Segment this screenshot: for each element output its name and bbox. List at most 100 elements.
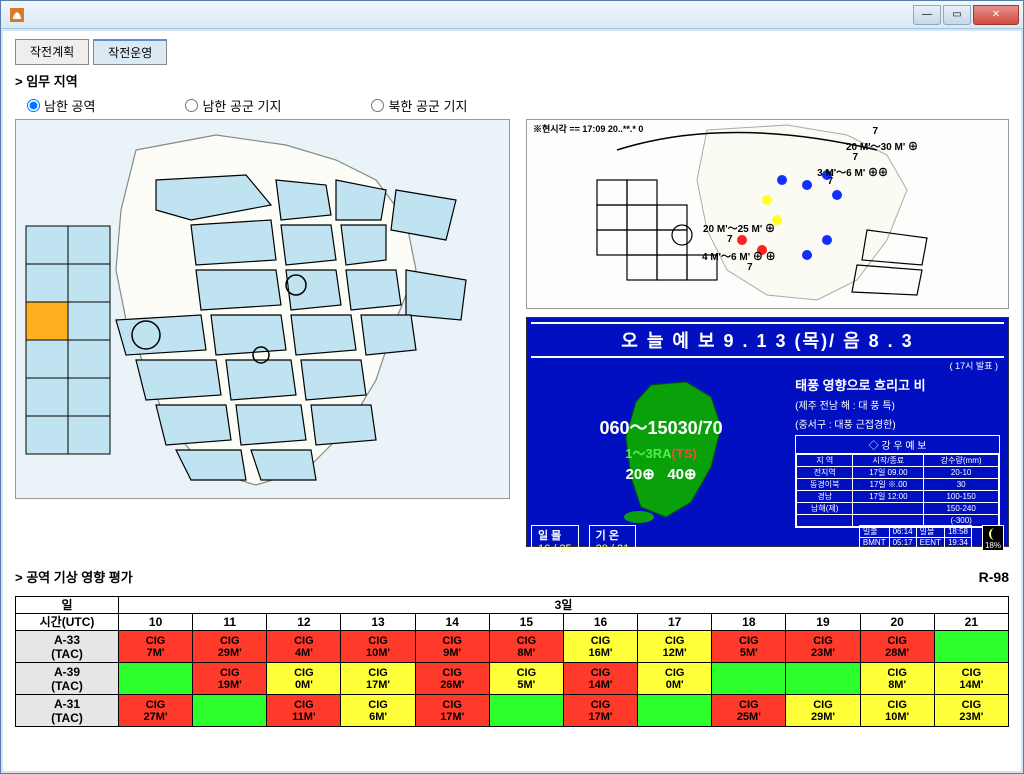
hour-10: 10 (119, 614, 193, 631)
assessment-cell[interactable]: CIG8M' (489, 631, 563, 663)
hour-21: 21 (934, 614, 1008, 631)
day-header: 일 (16, 597, 119, 614)
weather-overlay-map[interactable]: ※현시각 == 17:09 20..**.* 0 (526, 119, 1009, 309)
sunset-box: 일 몰16 / 25 (531, 525, 579, 560)
assessment-cell[interactable]: CIG28M' (860, 631, 934, 663)
radio-sk-airspace[interactable]: 남한 공역 (27, 96, 95, 115)
radio-nk-afb[interactable]: 북한 공군 기지 (371, 96, 467, 115)
main-tabs: 작전계획 작전운영 (15, 39, 1009, 65)
assessment-cell[interactable]: CIG14M' (934, 663, 1008, 695)
assessment-cell[interactable]: CIG25M' (712, 695, 786, 727)
assessment-cell[interactable] (786, 663, 860, 695)
forecast-footer: 일 몰16 / 25 기 온20 / 21 일출06:14일몰18:58 BMN… (531, 523, 1004, 562)
radio-sk-afb-label: 남한 공군 기지 (202, 96, 281, 115)
forecast-info: 태풍 영향으로 흐리고 비 (제주 전남 해 : 대 풍 특) (중서구 : 대… (791, 373, 1004, 523)
assessment-cell[interactable]: CIG0M' (638, 663, 712, 695)
assessment-code: R-98 (979, 569, 1009, 585)
assessment-cell[interactable]: CIG17M' (415, 695, 489, 727)
temp-box: 기 온20 / 21 (589, 525, 637, 560)
tab-ops[interactable]: 작전운영 (93, 39, 167, 65)
date-header: 3일 (119, 597, 1009, 614)
assessment-cell[interactable]: CIG23M' (934, 695, 1008, 727)
anno-7: 7 (727, 234, 733, 245)
forecast-info-sub2: (중서구 : 대풍 근접경한) (795, 416, 1000, 431)
row-label: A-33(TAC) (16, 631, 119, 663)
assessment-cell[interactable]: CIG29M' (193, 631, 267, 663)
radio-sk-airspace-label: 남한 공역 (44, 96, 95, 115)
assessment-cell[interactable] (193, 695, 267, 727)
radio-nk-afb-label: 북한 공군 기지 (388, 96, 467, 115)
app-window: — ▭ ✕ 작전계획 작전운영 > 임무 지역 남한 공역 남한 공군 기지 북… (0, 0, 1024, 774)
forecast-subnote: ( 17시 발표 ) (531, 358, 1004, 373)
assessment-cell[interactable]: CIG17M' (341, 663, 415, 695)
tab-plan[interactable]: 작전계획 (15, 39, 89, 65)
forecast-info-header: 태풍 영향으로 흐리고 비 (795, 375, 1000, 394)
anno-3: 7 (852, 152, 858, 163)
airspace-map[interactable] (15, 119, 510, 499)
airspace-radio-group: 남한 공역 남한 공군 기지 북한 공군 기지 (15, 96, 1009, 115)
forecast-ra: 1～3RA (625, 446, 671, 461)
assessment-cell[interactable]: CIG14M' (563, 663, 637, 695)
assessment-cell[interactable] (638, 695, 712, 727)
hour-19: 19 (786, 614, 860, 631)
assessment-cell[interactable]: CIG29M' (786, 695, 860, 727)
assessment-cell[interactable]: CIG16M' (563, 631, 637, 663)
row-label: A-31(TAC) (16, 695, 119, 727)
hour-20: 20 (860, 614, 934, 631)
mission-area-title: > 임무 지역 (15, 71, 1009, 90)
hour-12: 12 (267, 614, 341, 631)
hour-15: 15 (489, 614, 563, 631)
forecast-ts: (TS) (672, 446, 697, 461)
anno-2: 20 M'～30 M' ⊕ (846, 138, 918, 153)
anno-9: 7 (747, 262, 753, 273)
assessment-cell[interactable]: CIG8M' (860, 663, 934, 695)
window-controls: — ▭ ✕ (911, 5, 1019, 25)
hour-18: 18 (712, 614, 786, 631)
assessment-cell[interactable]: CIG4M' (267, 631, 341, 663)
hour-11: 11 (193, 614, 267, 631)
hour-17: 17 (638, 614, 712, 631)
assessment-cell[interactable] (712, 663, 786, 695)
anno-5: 7 (827, 176, 833, 187)
assessment-cell[interactable]: CIG23M' (786, 631, 860, 663)
forecast-title: 오 늘 예 보 9 . 1 3 (목)/ 음 8 . 3 (531, 322, 1004, 358)
assessment-cell[interactable]: CIG12M' (638, 631, 712, 663)
hour-16: 16 (563, 614, 637, 631)
assessment-cell[interactable]: CIG0M' (267, 663, 341, 695)
close-button[interactable]: ✕ (973, 5, 1019, 25)
assessment-cell[interactable]: CIG27M' (119, 695, 193, 727)
row-label: A-39(TAC) (16, 663, 119, 695)
anno-1: 7 (872, 126, 878, 137)
assessment-cell[interactable]: CIG10M' (860, 695, 934, 727)
assessment-cell[interactable]: CIG11M' (267, 695, 341, 727)
forecast-map-area: 060～15030/70 1～3RA(TS) 20⊕ 40⊕ (531, 373, 791, 523)
assessment-cell[interactable]: CIG17M' (563, 695, 637, 727)
content-area: 작전계획 작전운영 > 임무 지역 남한 공역 남한 공군 기지 북한 공군 기… (3, 31, 1021, 771)
rain-forecast-title: ◇ 강 우 예 보 (796, 436, 999, 454)
forecast-info-sub1: (제주 전남 해 : 대 풍 특) (795, 397, 1000, 412)
forecast-vis-left: 20⊕ (626, 466, 655, 483)
titlebar: — ▭ ✕ (1, 1, 1023, 29)
assessment-cell[interactable]: CIG19M' (193, 663, 267, 695)
assessment-cell[interactable] (934, 631, 1008, 663)
hour-14: 14 (415, 614, 489, 631)
assessment-cell[interactable]: CIG6M' (341, 695, 415, 727)
assessment-cell[interactable] (489, 695, 563, 727)
anno-8: 4 M'～6 M' ⊕ ⊕ (702, 248, 776, 263)
radio-sk-afb[interactable]: 남한 공군 기지 (185, 96, 281, 115)
sun-moon-table: 일출06:14일몰18:58 BMNT05:17EENT19:34 월출10:5… (859, 525, 972, 560)
assessment-cell[interactable]: CIG26M' (415, 663, 489, 695)
minimize-button[interactable]: — (913, 5, 941, 25)
assessment-cell[interactable]: CIG10M' (341, 631, 415, 663)
assessment-cell[interactable] (119, 663, 193, 695)
assessment-title: > 공역 기상 영향 평가 (15, 567, 133, 586)
moon-phase-icon: 18% (982, 525, 1004, 551)
forecast-panel: 오 늘 예 보 9 . 1 3 (목)/ 음 8 . 3 ( 17시 발표 ) … (526, 317, 1009, 547)
assessment-cell[interactable]: CIG9M' (415, 631, 489, 663)
assessment-cell[interactable]: CIG5M' (712, 631, 786, 663)
assessment-cell[interactable]: CIG5M' (489, 663, 563, 695)
assessment-cell[interactable]: CIG7M' (119, 631, 193, 663)
hour-13: 13 (341, 614, 415, 631)
maximize-button[interactable]: ▭ (943, 5, 971, 25)
map-timestamp: ※현시각 == 17:09 20..**.* 0 (533, 122, 643, 135)
